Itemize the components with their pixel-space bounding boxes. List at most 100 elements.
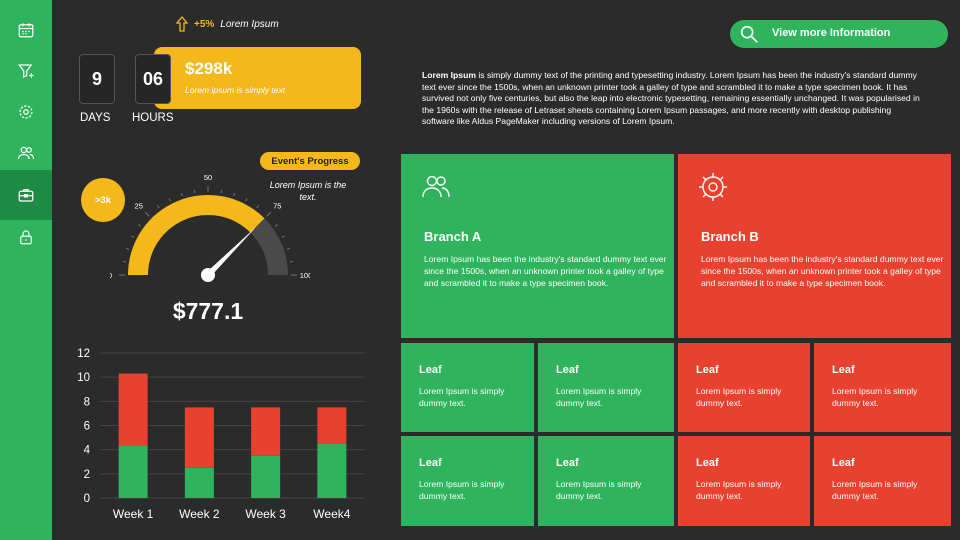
leaf-text: Lorem Ipsum is simply dummy text. <box>556 479 642 501</box>
trend-percent: +5% <box>194 18 215 30</box>
filter-icon <box>18 64 34 78</box>
gauge-tick-mark <box>286 248 290 250</box>
gear-icon <box>699 173 727 201</box>
x-tick-label: Week 3 <box>245 507 286 521</box>
description-body: is simply dummy text of the printing and… <box>422 70 920 126</box>
leaf-tile[interactable]: Leaf Lorem Ipsum is simply dummy text. <box>814 343 951 432</box>
leaf-title: Leaf <box>556 364 579 376</box>
leaf-title: Leaf <box>556 457 579 469</box>
days-value: 9 <box>79 54 115 104</box>
branch-b-title: Branch B <box>701 229 759 244</box>
price-value: $298k <box>185 59 233 78</box>
gauge-tick-mark <box>157 205 160 209</box>
events-progress-pill: Event's Progress <box>260 152 360 170</box>
price-card: $298k Lorem ipsum is simply text <box>154 47 361 109</box>
calendar-icon <box>18 23 34 38</box>
y-tick-label: 0 <box>84 493 90 505</box>
price-caption: Lorem ipsum is simply text <box>185 85 286 95</box>
trend-label: Lorem Ipsum <box>220 18 279 30</box>
gauge-tick-mark <box>144 211 150 217</box>
branch-b-tile[interactable]: Branch B Lorem Ipsum has been the indust… <box>678 154 951 338</box>
leaf-tile[interactable]: Leaf Lorem Ipsum is simply dummy text. <box>814 436 951 526</box>
sidebar-item-calendar[interactable] <box>0 8 52 52</box>
weekly-bar-chart: 0 2 4 6 8 10 12 Week 1 Week 2 Week 3 Week4 <box>77 348 365 521</box>
gauge-track-arc <box>250 218 288 275</box>
gauge-needle-hub <box>201 268 215 282</box>
leaf-tile[interactable]: Leaf Lorem Ipsum is simply dummy text. <box>678 436 810 526</box>
hours-label: HOURS <box>132 112 174 124</box>
leaf-title: Leaf <box>696 364 719 376</box>
days-label: DAYS <box>80 112 111 124</box>
gauge-tick-mark <box>181 193 183 197</box>
sidebar-item-filter[interactable] <box>0 49 52 93</box>
y-tick-label: 4 <box>84 445 91 457</box>
leaf-text: Lorem Ipsum is simply dummy text. <box>832 479 918 501</box>
gauge-fill-arc <box>128 195 265 275</box>
leaf-tile[interactable]: Leaf Lorem Ipsum is simply dummy text. <box>538 343 674 432</box>
users-icon <box>17 146 35 160</box>
sidebar-item-briefcase[interactable] <box>0 170 52 220</box>
leaf-title: Leaf <box>832 457 855 469</box>
gauge-note: Lorem Ipsum is the text. <box>269 180 347 202</box>
leaf-text: Lorem Ipsum is simply dummy text. <box>696 386 782 408</box>
sidebar-item-lock[interactable] <box>0 215 52 259</box>
gauge-tick-mark <box>256 205 259 209</box>
leaf-title: Leaf <box>419 457 442 469</box>
gauge-tick-mark <box>233 193 235 197</box>
bar-segment <box>118 373 148 447</box>
x-tick-label: Week 2 <box>179 507 220 521</box>
leaf-title: Leaf <box>419 364 442 376</box>
gauge-tick-mark <box>281 235 285 238</box>
gauge-tick-mark <box>274 224 278 227</box>
branch-a-text: Lorem Ipsum has been the industry's stan… <box>424 254 667 288</box>
gauge-tick-label: 25 <box>135 202 143 211</box>
gear-icon <box>19 105 33 119</box>
gauge-tick-mark <box>168 198 171 202</box>
gauge-tick-mark <box>245 198 248 202</box>
description-paragraph: Lorem Ipsum is simply dummy text of the … <box>422 70 922 128</box>
sidebar <box>0 0 52 540</box>
description-lead: Lorem Ipsum <box>422 70 476 80</box>
branch-b-text: Lorem Ipsum has been the industry's stan… <box>701 254 944 288</box>
leaf-tile[interactable]: Leaf Lorem Ipsum is simply dummy text. <box>401 343 534 432</box>
y-tick-label: 8 <box>84 396 90 408</box>
bar-segment <box>184 467 214 498</box>
view-more-information-button[interactable]: View more Information <box>730 20 948 48</box>
search-icon <box>740 25 758 43</box>
gauge-tick-label: 50 <box>204 175 212 182</box>
gauge-value: $777.1 <box>172 298 244 324</box>
bar-segment <box>251 407 281 456</box>
leaf-title: Leaf <box>696 457 719 469</box>
x-tick-label: Week 1 <box>113 507 154 521</box>
sidebar-item-settings[interactable] <box>0 90 52 134</box>
y-tick-label: 2 <box>84 469 90 481</box>
gauge-needle <box>205 226 257 278</box>
leaf-text: Lorem Ipsum is simply dummy text. <box>419 479 505 501</box>
gauge-tick-label: 100 <box>300 271 310 280</box>
briefcase-icon <box>18 189 34 202</box>
gauge-tick-label: 0 <box>110 271 112 280</box>
bar-segment <box>317 443 347 498</box>
y-tick-label: 12 <box>77 348 90 360</box>
bar-segment <box>251 455 281 498</box>
gauge-tick-mark <box>131 235 135 238</box>
sidebar-item-users[interactable] <box>0 131 52 175</box>
x-tick-label: Week4 <box>313 507 350 521</box>
leaf-text: Lorem Ipsum is simply dummy text. <box>556 386 642 408</box>
leaf-tile[interactable]: Leaf Lorem Ipsum is simply dummy text. <box>538 436 674 526</box>
leaf-text: Lorem Ipsum is simply dummy text. <box>832 386 918 408</box>
lock-icon <box>20 230 32 245</box>
leaf-tile[interactable]: Leaf Lorem Ipsum is simply dummy text. <box>401 436 534 526</box>
bar-segment <box>118 446 148 498</box>
arrow-up-icon <box>176 16 188 32</box>
branch-a-tile[interactable]: Branch A Lorem Ipsum has been the indust… <box>401 154 674 338</box>
gauge-tick-mark <box>126 248 130 250</box>
y-tick-label: 6 <box>84 421 90 433</box>
bar-segment <box>184 407 214 468</box>
leaf-text: Lorem Ipsum is simply dummy text. <box>696 479 782 501</box>
hours-value: 06 <box>135 54 171 104</box>
trend-indicator: +5% Lorem Ipsum <box>176 16 279 32</box>
gauge-tick-mark <box>266 211 272 217</box>
leaf-tile[interactable]: Leaf Lorem Ipsum is simply dummy text. <box>678 343 810 432</box>
gauge-badge: >3k <box>81 178 125 222</box>
